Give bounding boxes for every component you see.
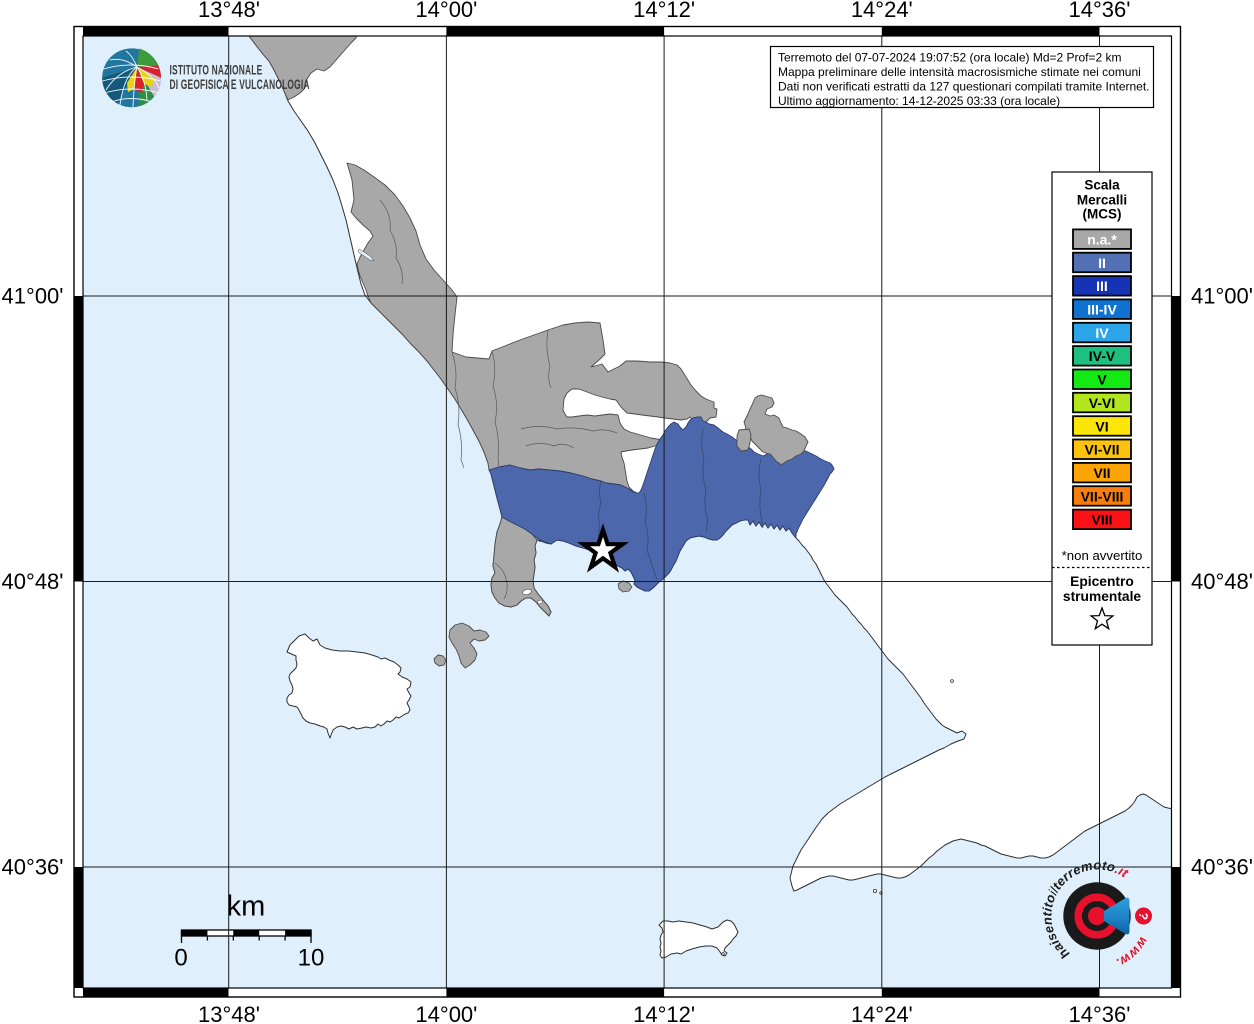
svg-text:0: 0 [174, 945, 187, 972]
svg-text:ISTITUTO NAZIONALE: ISTITUTO NAZIONALE [170, 64, 263, 78]
svg-text:Scala: Scala [1084, 178, 1120, 193]
svg-text:VI-VII: VI-VII [1084, 442, 1119, 458]
svg-text:Epicentro: Epicentro [1070, 574, 1134, 589]
svg-text:40°48': 40°48' [1191, 569, 1253, 594]
svg-text:41°00': 41°00' [1191, 284, 1253, 309]
svg-text:10: 10 [298, 945, 325, 972]
svg-text:13°48': 13°48' [198, 0, 260, 22]
svg-text:n.a.*: n.a.* [1087, 232, 1117, 248]
svg-text:DI GEOFISICA E VULCANOLOGIA: DI GEOFISICA E VULCANOLOGIA [170, 78, 310, 92]
svg-text:strumentale: strumentale [1063, 589, 1142, 604]
svg-text:Dati non verificati estratti d: Dati non verificati estratti da 127 ques… [778, 80, 1150, 94]
svg-text:III-IV: III-IV [1087, 302, 1117, 318]
svg-text:Mercalli: Mercalli [1077, 193, 1127, 208]
svg-text:14°12': 14°12' [633, 0, 695, 22]
svg-text:14°00': 14°00' [415, 1002, 477, 1024]
svg-text:VII-VIII: VII-VIII [1081, 488, 1124, 504]
svg-text:40°36': 40°36' [2, 855, 64, 880]
svg-text:?: ? [1136, 911, 1151, 921]
svg-text:14°00': 14°00' [415, 0, 477, 22]
svg-text:14°24': 14°24' [851, 0, 913, 22]
svg-text:(MCS): (MCS) [1083, 207, 1122, 222]
svg-text:*non avvertito: *non avvertito [1062, 548, 1143, 563]
svg-text:14°36': 14°36' [1069, 1002, 1131, 1024]
svg-text:VIII: VIII [1091, 512, 1112, 528]
svg-text:13°48': 13°48' [198, 1002, 260, 1024]
svg-text:IV-V: IV-V [1089, 348, 1116, 364]
svg-text:III: III [1096, 278, 1108, 294]
svg-text:14°36': 14°36' [1069, 0, 1131, 22]
svg-text:km: km [227, 891, 266, 923]
svg-text:40°48': 40°48' [2, 569, 64, 594]
svg-text:40°36': 40°36' [1191, 855, 1253, 880]
svg-text:VI: VI [1095, 418, 1108, 434]
svg-text:II: II [1098, 255, 1106, 271]
svg-text:41°00': 41°00' [2, 284, 64, 309]
svg-text:V: V [1097, 372, 1107, 388]
svg-text:Ultimo aggiornamento: 14-12-20: Ultimo aggiornamento: 14-12-2025 03:33 (… [778, 94, 1060, 108]
svg-text:V-VI: V-VI [1089, 395, 1115, 411]
svg-text:VII: VII [1093, 465, 1110, 481]
svg-text:Mappa preliminare delle intens: Mappa preliminare delle intensità macros… [778, 65, 1141, 79]
svg-text:14°24': 14°24' [851, 1002, 913, 1024]
svg-text:14°12': 14°12' [633, 1002, 695, 1024]
svg-text:Terremoto del 07-07-2024 19:07: Terremoto del 07-07-2024 19:07:52 (ora l… [778, 51, 1122, 65]
svg-text:IV: IV [1095, 325, 1109, 341]
